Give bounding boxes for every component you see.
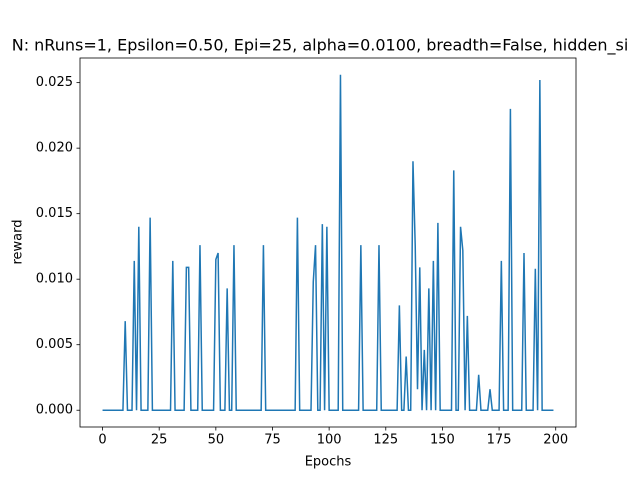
y-tick-label: 0.000 bbox=[36, 403, 73, 418]
x-tick-label: 50 bbox=[208, 433, 225, 448]
y-tick-label: 0.020 bbox=[36, 141, 73, 156]
x-tick-label: 125 bbox=[373, 433, 398, 448]
x-tick-label: 150 bbox=[430, 433, 455, 448]
y-tick-label: 0.015 bbox=[36, 206, 73, 221]
y-axis-label: reward bbox=[11, 219, 26, 264]
x-tick-label: 0 bbox=[98, 433, 106, 448]
x-tick-label: 175 bbox=[487, 433, 512, 448]
x-tick-label: 100 bbox=[317, 433, 342, 448]
x-axis-label: Epochs bbox=[305, 455, 352, 470]
y-tick-label: 0.005 bbox=[36, 337, 73, 352]
x-tick-label: 200 bbox=[543, 433, 568, 448]
plot-frame bbox=[79, 57, 577, 428]
y-tick-label: 0.010 bbox=[36, 272, 73, 287]
x-tick-label: 75 bbox=[264, 433, 281, 448]
data-line bbox=[102, 74, 554, 411]
x-tick-label: 25 bbox=[151, 433, 168, 448]
chart-title: N: nRuns=1, Epsilon=0.50, Epi=25, alpha=… bbox=[12, 36, 629, 56]
y-tick-label: 0.025 bbox=[36, 75, 73, 90]
